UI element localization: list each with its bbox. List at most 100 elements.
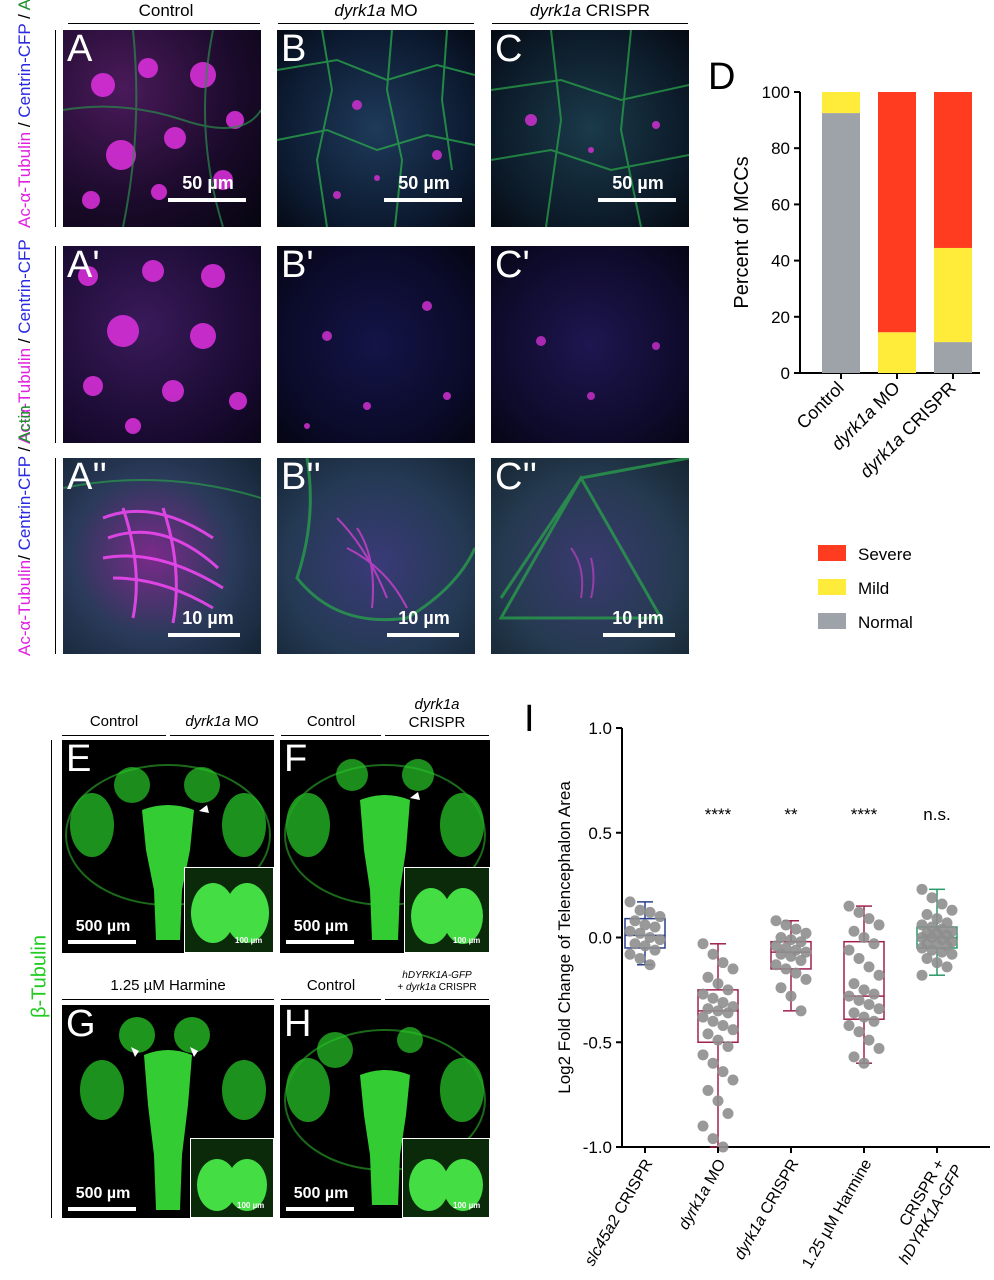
data-point — [858, 1011, 870, 1023]
panel-letter: D — [708, 56, 736, 98]
data-point — [863, 913, 875, 925]
y-tick-label: 40 — [771, 252, 790, 271]
cell-image — [63, 479, 261, 624]
y-axis-label: Percent of MCCs — [731, 156, 753, 308]
data-point — [936, 946, 948, 958]
legend-label: Normal — [858, 613, 913, 632]
panel-letter: C'' — [495, 458, 537, 498]
brain-image — [65, 764, 271, 940]
header-line — [278, 23, 474, 24]
data-point — [785, 934, 797, 946]
header-line — [385, 735, 489, 736]
bar-segment — [878, 332, 916, 373]
data-point — [722, 1007, 734, 1019]
x-tick-label: Control — [793, 378, 848, 433]
panel-g: G 100 µm 500 µm — [62, 1005, 274, 1218]
arrowhead-icon — [190, 1047, 198, 1057]
header-dyrk1a-crispr: dyrk1a CRISPR — [530, 1, 650, 20]
bar-segment — [934, 92, 972, 248]
data-point — [649, 944, 661, 956]
y-tick-label: 80 — [771, 139, 790, 158]
data-point — [770, 915, 782, 927]
panel-letter: C — [495, 30, 523, 70]
data-point — [697, 938, 709, 950]
data-point — [639, 940, 651, 952]
cell-image — [498, 458, 689, 620]
row-bracket — [55, 246, 56, 443]
x-tick-label: 1.25 µM Harmine — [799, 1156, 875, 1271]
row1-label: Ac-α-Tubulin / Centrin-CFP / Actin — [15, 0, 34, 228]
data-point — [800, 973, 812, 985]
header-e-mo: dyrk1a MO — [185, 713, 259, 730]
data-point — [853, 994, 865, 1006]
panel-a-prime: A' — [63, 246, 261, 443]
stacked-bar-chart: 0 20 40 60 80 100 Percent of MCCs Controldyrk1a… — [731, 83, 980, 632]
brain-image — [284, 759, 486, 940]
data-point — [624, 925, 636, 937]
scale-text: 10 µm — [612, 608, 664, 628]
row-bracket — [55, 458, 56, 654]
data-point — [785, 950, 797, 962]
data-point — [639, 919, 651, 931]
data-point — [722, 1107, 734, 1119]
row3-label: Ac-α-Tubulin/ Centrin-CFP / Actin — [15, 405, 34, 656]
arrowhead-icon — [199, 805, 209, 813]
data-point — [634, 927, 646, 939]
data-point — [926, 944, 938, 956]
data-point — [916, 883, 928, 895]
data-point — [848, 1051, 860, 1063]
inset-image — [197, 1159, 267, 1211]
data-point — [654, 911, 666, 923]
data-point — [863, 1034, 875, 1046]
y-tick-label: -1.0 — [583, 1138, 612, 1157]
data-point — [936, 898, 948, 910]
panel-b: B 50 µm — [277, 30, 475, 227]
data-point — [873, 969, 885, 981]
inset: 100 µm — [190, 1138, 274, 1218]
scale-bar — [603, 633, 675, 637]
data-point — [770, 940, 782, 952]
legend-swatch — [818, 545, 846, 561]
data-point — [848, 925, 860, 937]
cell-image — [277, 30, 475, 227]
legend-label: Mild — [858, 579, 889, 598]
y-tick-label: 0.5 — [588, 824, 612, 843]
data-point — [775, 948, 787, 960]
cell-image — [491, 30, 689, 227]
x-tick-label: dyrk1a MO — [676, 1157, 730, 1233]
inset: 100 µm — [404, 867, 490, 953]
data-point — [722, 984, 734, 996]
panel-letter: H — [284, 1005, 312, 1045]
data-point — [717, 957, 729, 969]
header-line — [68, 23, 260, 24]
data-point — [712, 1034, 724, 1046]
header-line — [62, 735, 166, 736]
data-point — [697, 988, 709, 1000]
data-point — [649, 921, 661, 933]
scale-text: 500 µm — [293, 1185, 349, 1202]
y-tick-label: 60 — [771, 195, 790, 214]
inset-scale-text: 100 µm — [453, 936, 481, 945]
data-point — [717, 1066, 729, 1078]
data-point — [644, 959, 656, 971]
data-point — [775, 982, 787, 994]
data-point — [868, 988, 880, 1000]
data-point — [795, 936, 807, 948]
header-h-control: Control — [306, 977, 356, 994]
data-point — [843, 900, 855, 912]
inset-image — [411, 888, 483, 944]
bar-segment — [822, 113, 860, 373]
data-point — [785, 990, 797, 1002]
header-line — [492, 23, 688, 24]
panel-letter: I — [524, 698, 535, 740]
data-point — [863, 961, 875, 973]
arrowhead-icon — [131, 1047, 139, 1057]
data-point — [644, 932, 656, 943]
beta-tubulin-label: β-Tubulin — [28, 934, 51, 1019]
data-point — [795, 1005, 807, 1017]
header-h-rescue: hDYRK1A-GFP + dyrk1a CRISPR — [397, 970, 477, 993]
panel-letter: C' — [495, 246, 530, 286]
cell-image — [295, 458, 475, 622]
data-point — [717, 1141, 729, 1153]
data-point — [702, 1084, 714, 1096]
